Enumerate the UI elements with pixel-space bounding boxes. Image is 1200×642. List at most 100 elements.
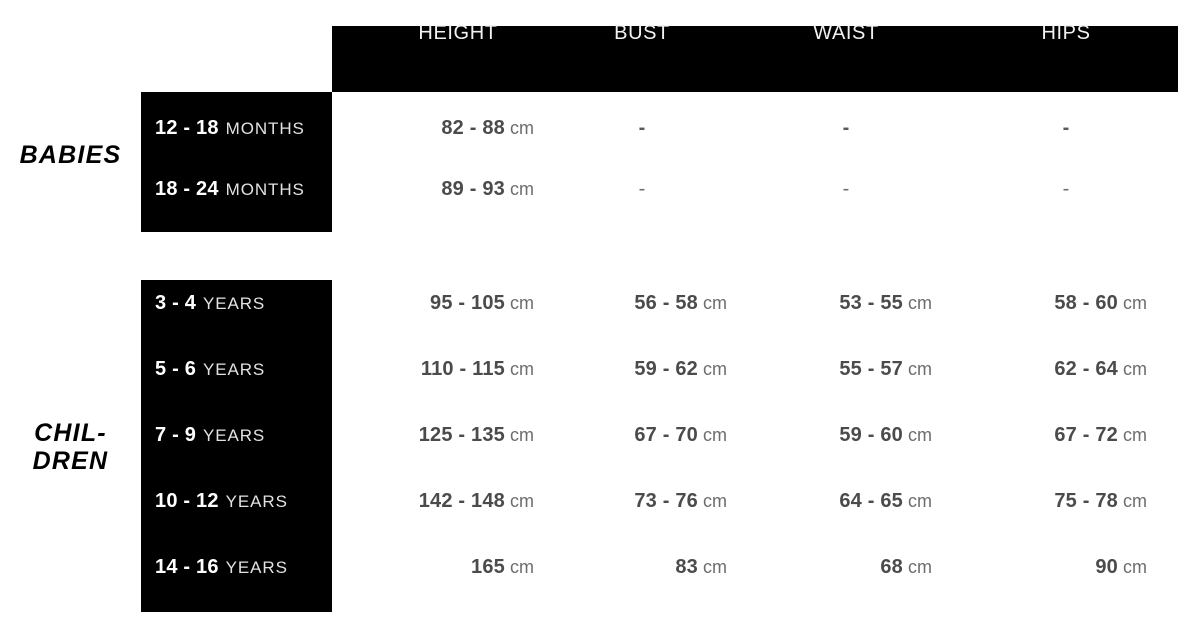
row-label-unit: YEARS	[225, 558, 288, 577]
value-number: 73 - 76	[634, 490, 698, 512]
column-header-hips: HIPS	[1041, 22, 1091, 44]
group-title-line: CHIL-	[34, 419, 107, 447]
value-height: 142 - 148 cm	[234, 489, 534, 513]
value-number: 125 - 135	[418, 424, 505, 446]
value-waist: 53 - 55 cm	[632, 291, 932, 315]
value-hips: 58 - 60 cm	[847, 291, 1147, 315]
group-title-babies: BABIES	[0, 141, 141, 169]
value-unit: cm	[1123, 359, 1147, 379]
value-bust: 73 - 76 cm	[427, 489, 727, 513]
value-number: 75 - 78	[1054, 490, 1118, 512]
value-unit: cm	[703, 359, 727, 379]
value-empty-hips: -	[1062, 117, 1070, 139]
value-height: 89 - 93 cm	[234, 177, 534, 201]
value-unit: cm	[510, 425, 534, 445]
table-header-bar	[332, 26, 1178, 92]
value-bust: 56 - 58 cm	[427, 291, 727, 315]
value-number: 165	[471, 556, 505, 578]
value-empty-hips: -	[1062, 178, 1070, 200]
row-label-range: 12 - 18	[155, 117, 219, 139]
value-height: 165 cm	[234, 555, 534, 579]
value-number: 53 - 55	[839, 292, 903, 314]
row-label-range: 7 - 9	[155, 424, 197, 446]
value-bust: 59 - 62 cm	[427, 357, 727, 381]
value-unit: cm	[908, 557, 932, 577]
value-hips: 62 - 64 cm	[847, 357, 1147, 381]
value-empty-bust: -	[638, 117, 646, 139]
row-label-unit: YEARS	[203, 360, 266, 379]
value-waist: 64 - 65 cm	[632, 489, 932, 513]
row-label-unit: YEARS	[203, 294, 266, 313]
value-unit: cm	[510, 179, 534, 199]
row-label-unit: MONTHS	[225, 119, 305, 138]
row-label-unit: MONTHS	[225, 180, 305, 199]
value-unit: cm	[510, 557, 534, 577]
value-number: 55 - 57	[839, 358, 903, 380]
value-hips: 75 - 78 cm	[847, 489, 1147, 513]
value-height: 125 - 135 cm	[234, 423, 534, 447]
row-label-5-6-years: 5 - 6 YEARS	[155, 357, 265, 381]
value-number: 68	[880, 556, 903, 578]
group-title-line: BABIES	[19, 141, 122, 169]
value-unit: cm	[703, 491, 727, 511]
value-number: 89 - 93	[441, 178, 505, 200]
group-label-box-babies	[141, 92, 332, 232]
value-height: 95 - 105 cm	[234, 291, 534, 315]
row-label-range: 5 - 6	[155, 358, 197, 380]
value-number: 142 - 148	[418, 490, 505, 512]
value-unit: cm	[703, 425, 727, 445]
value-bust: 83 cm	[427, 555, 727, 579]
group-title-line: DREN	[32, 447, 109, 475]
value-number: 67 - 72	[1054, 424, 1118, 446]
value-number: 59 - 62	[634, 358, 698, 380]
value-unit: cm	[703, 557, 727, 577]
value-unit: cm	[510, 491, 534, 511]
row-label-12-18-months: 12 - 18 MONTHS	[155, 116, 305, 140]
value-number: 110 - 115	[420, 358, 505, 380]
row-label-14-16-years: 14 - 16 YEARS	[155, 555, 288, 579]
value-number: 62 - 64	[1054, 358, 1118, 380]
value-number: 67 - 70	[634, 424, 698, 446]
value-unit: cm	[1123, 491, 1147, 511]
row-label-unit: YEARS	[203, 426, 266, 445]
row-label-3-4-years: 3 - 4 YEARS	[155, 291, 265, 315]
value-unit: cm	[1123, 425, 1147, 445]
value-number: 90	[1095, 556, 1118, 578]
value-number: 64 - 65	[839, 490, 903, 512]
column-header-height: HEIGHT	[418, 22, 498, 44]
row-label-18-24-months: 18 - 24 MONTHS	[155, 177, 305, 201]
value-waist: 68 cm	[632, 555, 932, 579]
value-unit: cm	[510, 359, 534, 379]
value-hips: 67 - 72 cm	[847, 423, 1147, 447]
row-label-range: 10 - 12	[155, 490, 219, 512]
value-unit: cm	[510, 118, 534, 138]
value-empty-bust: -	[638, 178, 646, 200]
value-unit: cm	[1123, 293, 1147, 313]
value-empty-waist: -	[842, 117, 850, 139]
value-unit: cm	[908, 491, 932, 511]
value-waist: 55 - 57 cm	[632, 357, 932, 381]
value-number: 83	[675, 556, 698, 578]
value-unit: cm	[908, 425, 932, 445]
value-height: 82 - 88 cm	[234, 116, 534, 140]
value-height: 110 - 115 cm	[234, 357, 534, 381]
value-number: 58 - 60	[1054, 292, 1118, 314]
value-number: 95 - 105	[430, 292, 505, 314]
value-number: 82 - 88	[441, 117, 505, 139]
row-label-10-12-years: 10 - 12 YEARS	[155, 489, 288, 513]
value-number: 59 - 60	[839, 424, 903, 446]
group-label-box-children	[141, 280, 332, 612]
column-header-bust: BUST	[614, 22, 670, 44]
value-unit: cm	[908, 293, 932, 313]
group-title-children: CHIL- DREN	[0, 419, 141, 475]
row-label-7-9-years: 7 - 9 YEARS	[155, 423, 265, 447]
row-label-unit: YEARS	[225, 492, 288, 511]
column-header-waist: WAIST	[813, 22, 879, 44]
value-waist: 59 - 60 cm	[632, 423, 932, 447]
row-label-range: 14 - 16	[155, 556, 219, 578]
value-bust: 67 - 70 cm	[427, 423, 727, 447]
row-label-range: 18 - 24	[155, 178, 219, 200]
value-unit: cm	[703, 293, 727, 313]
value-empty-waist: -	[842, 178, 850, 200]
value-unit: cm	[1123, 557, 1147, 577]
